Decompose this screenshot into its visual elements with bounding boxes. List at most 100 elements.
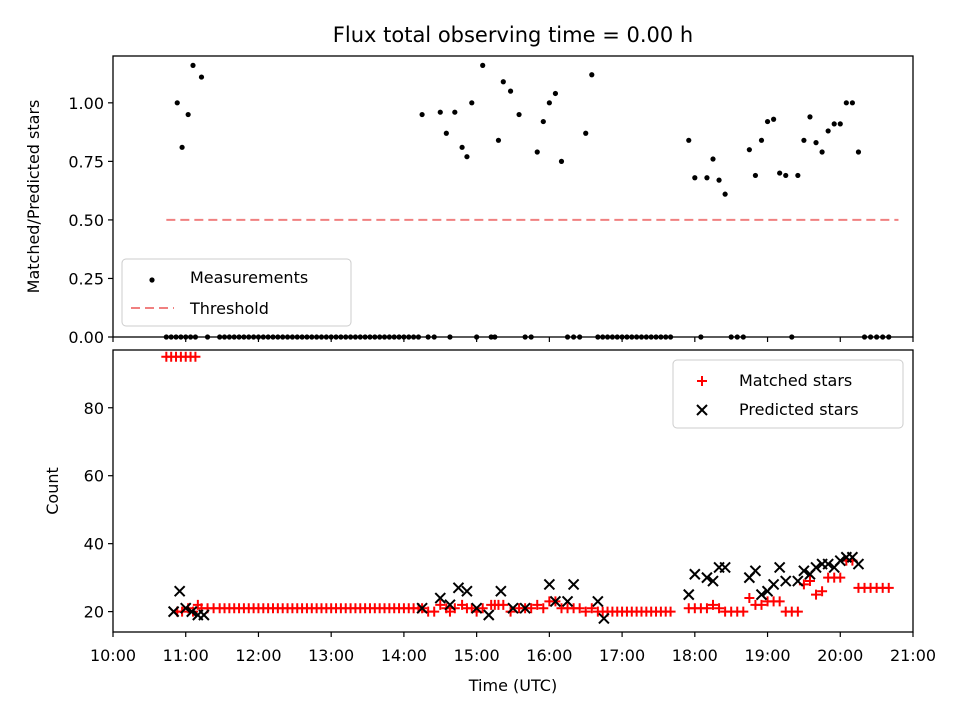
- matched-star-point: [738, 606, 749, 617]
- top-series-0: [163, 62, 892, 340]
- predicted-star-point: [707, 575, 719, 587]
- legend-measurements-label: Measurements: [190, 268, 308, 287]
- measurement-point: [464, 154, 470, 160]
- predicted-star-point: [689, 568, 701, 580]
- measurement-point: [722, 191, 728, 197]
- bottom-panel: 20 40 60 80 10:00 11:00 12:00 13:00 14:00 15:00 16…: [43, 349, 936, 695]
- x-tick-label: 16:00: [526, 646, 572, 665]
- measurement-point: [849, 100, 855, 106]
- measurement-point: [692, 175, 698, 181]
- predicted-star-point: [701, 571, 713, 584]
- measurement-point: [777, 170, 783, 176]
- matched-star-point: [190, 351, 201, 362]
- measurement-point: [831, 121, 837, 127]
- predicted-star-point: [495, 585, 507, 597]
- predicted-star-point: [810, 561, 822, 574]
- measurement-point: [480, 62, 486, 68]
- measurement-point: [855, 149, 862, 155]
- x-tick-label: 18:00: [672, 646, 718, 665]
- matched-star-point: [774, 596, 785, 607]
- measurement-point: [771, 116, 777, 122]
- matched-star-point: [811, 589, 822, 600]
- measurement-point: [419, 111, 425, 118]
- matched-star-point: [883, 582, 894, 593]
- x-tick-label: 14:00: [381, 646, 427, 665]
- predicted-star-point: [852, 558, 865, 570]
- predicted-star-point: [483, 609, 495, 621]
- x-tick-label: 12:00: [235, 646, 281, 665]
- measurement-point: [443, 130, 449, 136]
- x-tick-label: 15:00: [454, 646, 500, 665]
- predicted-star-point: [792, 575, 804, 587]
- y-tick-label: 1.00: [68, 94, 104, 113]
- matched-star-point: [580, 606, 591, 617]
- predicted-star-point: [452, 582, 465, 594]
- measurement-point: [437, 109, 443, 115]
- legend-frame: [121, 258, 352, 327]
- matched-star-point: [835, 572, 846, 583]
- matched-star-point: [744, 593, 755, 604]
- measurement-point: [174, 100, 180, 106]
- measurement-point: [469, 100, 475, 106]
- matched-star-point: [586, 603, 597, 614]
- legend-frame: [672, 359, 904, 429]
- matched-star-point: [792, 606, 803, 617]
- measurement-point: [801, 137, 807, 143]
- measurement-point: [552, 90, 559, 97]
- predicted-star-point: [416, 602, 428, 614]
- x-tick-label: 11:00: [163, 646, 209, 665]
- bottom-series-0: [161, 351, 894, 617]
- predicted-star-point: [173, 585, 186, 597]
- measurement-point: [825, 128, 831, 134]
- legend-matched-marker: [697, 376, 707, 386]
- measurement-point: [198, 74, 205, 80]
- x-axis-label: Time (UTC): [468, 676, 557, 695]
- legend-predicted-marker: [696, 404, 708, 416]
- predicted-star-point: [822, 558, 834, 570]
- matched-star-point: [477, 603, 488, 614]
- predicted-star-point: [167, 605, 180, 618]
- matched-star-point: [701, 603, 712, 614]
- predicted-star-point: [470, 602, 483, 614]
- matched-star-point: [538, 603, 549, 614]
- y-tick-label: 0.25: [68, 269, 104, 288]
- measurement-point: [764, 118, 771, 125]
- measurement-point: [758, 137, 765, 143]
- predicted-star-point: [834, 554, 846, 567]
- measurement-point: [516, 111, 522, 118]
- predicted-star-point: [767, 578, 780, 591]
- predicted-star-point: [434, 592, 446, 604]
- y-tick-label: 0.50: [68, 211, 104, 230]
- measurement-point: [495, 137, 502, 143]
- measurement-point: [558, 158, 565, 164]
- matched-star-point: [574, 603, 585, 614]
- measurement-point: [704, 175, 710, 181]
- x-tick-label: 13:00: [308, 646, 354, 665]
- bottom-series-1: [167, 551, 865, 625]
- top-axes-frame: [112, 55, 914, 338]
- predicted-star-point: [561, 595, 574, 608]
- top-y-axis-label: Matched/Predicted stars: [24, 100, 43, 294]
- measurement-point: [589, 72, 595, 78]
- y-tick-label: 0.00: [68, 328, 104, 347]
- top-panel: 0.00 0.25 0.50 0.75 1.00 Matched/Predicted st…: [24, 55, 914, 347]
- x-tick-label: 20:00: [817, 646, 863, 665]
- measurement-point: [752, 172, 759, 179]
- predicted-star-point: [683, 588, 695, 601]
- matched-star-point: [449, 603, 460, 614]
- measurement-point: [783, 172, 789, 179]
- measurement-point: [459, 144, 465, 150]
- predicted-star-point: [444, 599, 456, 611]
- predicted-star-point: [780, 575, 792, 587]
- y-tick-label: 0.75: [68, 152, 104, 171]
- predicted-star-point: [567, 578, 580, 591]
- measurement-point: [710, 156, 716, 162]
- predicted-star-point: [519, 602, 531, 614]
- measurement-point: [813, 140, 819, 146]
- predicted-star-point: [755, 588, 768, 601]
- predicted-star-point: [719, 561, 731, 574]
- matched-star-point: [804, 576, 815, 587]
- measurement-point: [807, 114, 813, 120]
- matched-star-point: [756, 599, 767, 610]
- matched-star-point: [817, 586, 828, 597]
